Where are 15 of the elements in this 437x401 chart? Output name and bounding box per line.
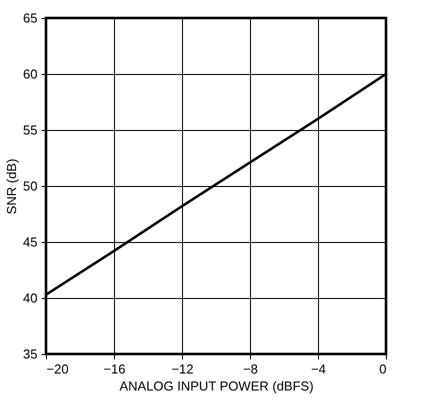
y-tick-label: 45: [23, 234, 38, 250]
x-axis-title: ANALOG INPUT POWER (dBFS): [119, 378, 314, 394]
x-tick-label: −4: [311, 362, 326, 376]
y-tick-label: 60: [23, 66, 38, 82]
y-tick-label: 50: [23, 178, 38, 194]
x-tick-label: −20: [46, 362, 69, 376]
x-tick-label: −12: [171, 362, 194, 376]
x-tick-label: −8: [243, 362, 258, 376]
y-tick-label: 65: [23, 10, 38, 26]
y-tick-label: 55: [23, 122, 38, 138]
x-tick-label: 0: [379, 362, 386, 376]
y-axis-title: SNR (dB): [4, 158, 20, 214]
y-tick-label: 35: [23, 346, 38, 362]
y-tick-label: 40: [23, 290, 38, 306]
x-tick-label: −16: [103, 362, 126, 376]
